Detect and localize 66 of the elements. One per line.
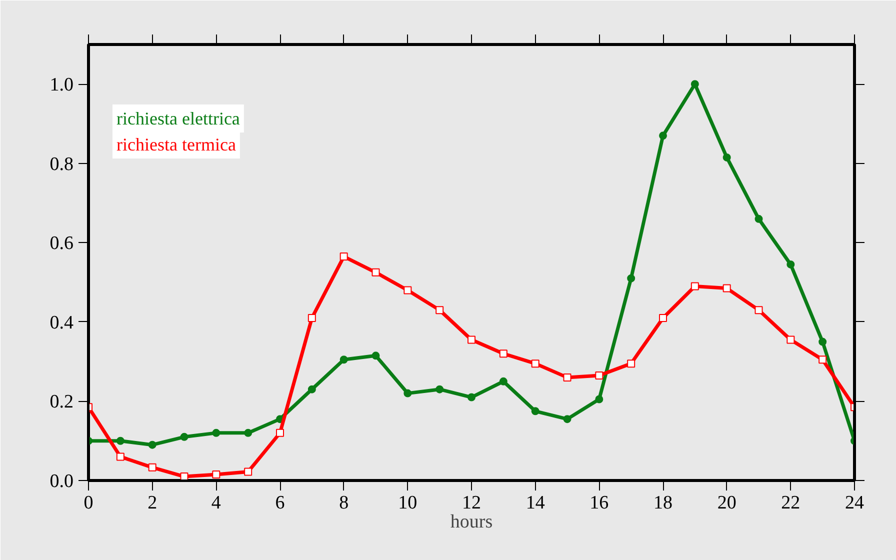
point bbox=[340, 356, 348, 364]
point bbox=[244, 428, 252, 437]
point bbox=[180, 432, 188, 441]
x-tick-label: 18 bbox=[654, 492, 672, 514]
x-tick-label: 6 bbox=[275, 492, 285, 514]
x-tick-label: 12 bbox=[462, 492, 481, 514]
y-tick-label: 0.4 bbox=[50, 312, 74, 334]
x-tick-label: 4 bbox=[211, 492, 222, 514]
point bbox=[499, 350, 508, 358]
point bbox=[754, 214, 763, 223]
x-tick-label: 14 bbox=[526, 492, 546, 514]
point bbox=[722, 153, 731, 162]
x-tick-label: 20 bbox=[717, 492, 736, 514]
point bbox=[404, 286, 412, 294]
point bbox=[308, 314, 316, 322]
x-tick-label: 10 bbox=[398, 492, 418, 514]
y-tick-label: 1.0 bbox=[50, 74, 74, 96]
point bbox=[595, 371, 604, 380]
x-tick-label: 24 bbox=[845, 492, 864, 514]
point bbox=[340, 252, 348, 261]
point bbox=[627, 360, 636, 368]
point bbox=[595, 395, 604, 404]
point bbox=[818, 338, 827, 346]
x-axis-title: hours bbox=[450, 512, 493, 532]
point bbox=[116, 436, 124, 445]
point bbox=[372, 268, 380, 276]
point bbox=[148, 463, 156, 472]
point bbox=[627, 274, 636, 282]
point bbox=[276, 428, 284, 437]
x-tick-label: 0 bbox=[84, 492, 94, 514]
y-tick-label: 0.2 bbox=[50, 392, 74, 413]
y-tick-label: 0.6 bbox=[50, 233, 74, 254]
point bbox=[212, 470, 220, 479]
point bbox=[148, 440, 156, 449]
point bbox=[308, 385, 316, 394]
point bbox=[436, 306, 444, 314]
x-tick-label: 22 bbox=[781, 492, 800, 514]
point bbox=[722, 284, 731, 292]
point bbox=[563, 373, 572, 382]
point bbox=[659, 132, 667, 140]
point bbox=[468, 393, 476, 402]
point bbox=[468, 336, 476, 344]
point bbox=[436, 385, 444, 394]
point bbox=[690, 282, 699, 290]
point bbox=[754, 306, 763, 314]
point bbox=[244, 468, 252, 476]
point bbox=[116, 452, 124, 461]
point bbox=[563, 415, 572, 424]
x-tick-label: 2 bbox=[148, 492, 158, 514]
point bbox=[659, 314, 667, 322]
x-tick-label: 8 bbox=[339, 492, 349, 514]
point bbox=[786, 260, 795, 268]
y-tick-label: 0.0 bbox=[50, 471, 74, 492]
point bbox=[212, 428, 220, 437]
text: richiesta elettrica bbox=[116, 108, 240, 128]
point bbox=[690, 80, 699, 88]
point bbox=[499, 377, 508, 386]
text: richiesta termica bbox=[116, 134, 236, 154]
point bbox=[372, 352, 380, 360]
point bbox=[531, 360, 540, 368]
point bbox=[531, 407, 540, 416]
x-tick-label: 16 bbox=[590, 492, 609, 514]
point bbox=[786, 336, 795, 344]
point bbox=[818, 356, 827, 364]
point bbox=[404, 389, 412, 398]
y-tick-label: 0.8 bbox=[50, 154, 74, 175]
